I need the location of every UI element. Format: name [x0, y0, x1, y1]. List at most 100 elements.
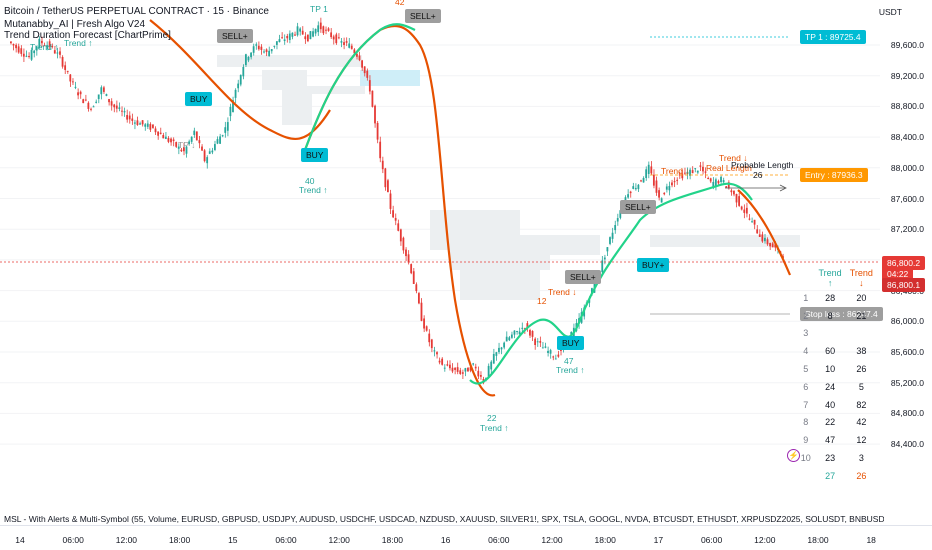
candle-body	[394, 217, 397, 221]
indicator-label-1[interactable]: Mutanabby_AI | Fresh Algo V24	[4, 19, 146, 30]
candle-body	[30, 49, 33, 60]
last-price-tag: 86,800.2	[882, 256, 926, 270]
table-cell: 2	[803, 310, 809, 321]
price-tick: 84,800.0	[890, 408, 924, 419]
candle-body	[190, 136, 193, 142]
candle-body	[554, 358, 557, 360]
candle-body	[733, 190, 735, 195]
candle-body	[291, 32, 294, 37]
candle-body	[48, 41, 51, 47]
candle-body	[495, 352, 498, 356]
candle-body	[479, 375, 482, 377]
candle-body	[15, 44, 17, 49]
table-cell: 3	[803, 328, 809, 339]
candle-body	[226, 122, 229, 131]
candle-body	[650, 166, 653, 174]
time-tick: 16	[440, 535, 451, 545]
candle-body	[56, 52, 59, 54]
table-cell: 26	[856, 364, 867, 375]
trend-duration-table: Trend ↑ Trend ↓ 1 28 20 2 8 21 3 4 60 38 5 10 26 6 24 5…	[796, 266, 878, 486]
time-tick: 06:00	[275, 535, 297, 545]
candle-body	[162, 135, 165, 139]
candle-body	[260, 46, 263, 50]
candle-body	[20, 48, 23, 54]
candle-body	[722, 180, 725, 183]
currency-label[interactable]: USDT	[878, 7, 902, 17]
candle-body	[516, 330, 518, 332]
candle-body	[714, 179, 717, 187]
candle-body	[203, 150, 206, 162]
candle-body	[247, 56, 250, 61]
candle-body	[673, 181, 676, 183]
candle-body	[671, 182, 673, 186]
candle-body	[446, 364, 449, 366]
candle-body	[702, 166, 704, 172]
candle-body	[474, 366, 477, 369]
table-cell: 82	[856, 399, 867, 410]
candle-body	[660, 198, 663, 203]
candle-body	[764, 237, 766, 242]
candle-body	[436, 352, 438, 355]
candle-body	[591, 288, 593, 294]
candle-body	[683, 172, 686, 174]
real-length-label: Real Length	[706, 163, 752, 173]
candle-body	[286, 36, 289, 39]
candle-body	[319, 22, 322, 30]
candle-body	[407, 254, 410, 263]
candle-body	[606, 247, 609, 252]
candle-body	[281, 37, 283, 39]
time-tick: 18:00	[807, 535, 829, 545]
candle-body	[492, 353, 495, 364]
candle-body	[332, 36, 335, 40]
trend-count-label: 12	[537, 296, 547, 306]
candle-body	[345, 41, 348, 43]
cloud-zone	[217, 55, 362, 67]
candle-body	[87, 102, 90, 109]
time-tick: 18:00	[381, 535, 404, 545]
candle-body	[518, 331, 521, 335]
candle-body	[678, 174, 681, 176]
candle-body	[79, 91, 82, 95]
candle-body	[691, 170, 694, 174]
table-cell: 5	[803, 364, 809, 375]
symbol-title[interactable]: Bitcoin / TetherUS PERPETUAL CONTRACT · …	[4, 6, 269, 17]
trend-line-up	[469, 182, 753, 385]
candle-body	[601, 260, 604, 273]
candle-body	[74, 86, 77, 88]
candle-body	[273, 45, 276, 47]
candle-body	[771, 243, 774, 248]
candle-body	[720, 176, 722, 183]
candle-body	[325, 29, 327, 31]
candle-body	[25, 55, 28, 57]
candle-body	[170, 138, 172, 143]
table-cell: 23	[825, 453, 836, 464]
trend-line-down	[737, 189, 792, 276]
lightning-icon[interactable]: ⚡	[787, 449, 800, 462]
table-header-down: Trend ↓	[849, 268, 873, 288]
candle-body	[268, 50, 271, 57]
candle-body	[539, 341, 542, 343]
candle-body	[387, 180, 389, 193]
bottom-indicator-label[interactable]: MSL - With Alerts & Multi-Symbol (55, Vo…	[4, 514, 884, 524]
table-cell: 5	[858, 381, 864, 392]
candle-body	[402, 237, 405, 251]
candle-body	[77, 92, 79, 96]
table-cell: 60	[825, 346, 836, 357]
table-row: 7 40 82	[798, 397, 876, 413]
table-row: 9 47 12	[798, 432, 876, 448]
table-cell: 20	[856, 292, 867, 303]
candle-body	[381, 160, 384, 170]
candle-body	[536, 341, 539, 343]
candle-body	[368, 80, 371, 92]
candle-body	[392, 210, 394, 218]
candle-body	[454, 367, 456, 370]
sell-signal: SELL+	[405, 9, 441, 23]
candle-body	[640, 180, 642, 182]
indicator-label-2[interactable]: Trend Duration Forecast [ChartPrime]	[4, 30, 171, 41]
candle-body	[61, 56, 64, 67]
candle-body	[356, 53, 358, 57]
trend-line-up	[303, 23, 416, 151]
table-cell: 40	[825, 399, 836, 410]
price-tick: 88,400.0	[890, 132, 924, 143]
